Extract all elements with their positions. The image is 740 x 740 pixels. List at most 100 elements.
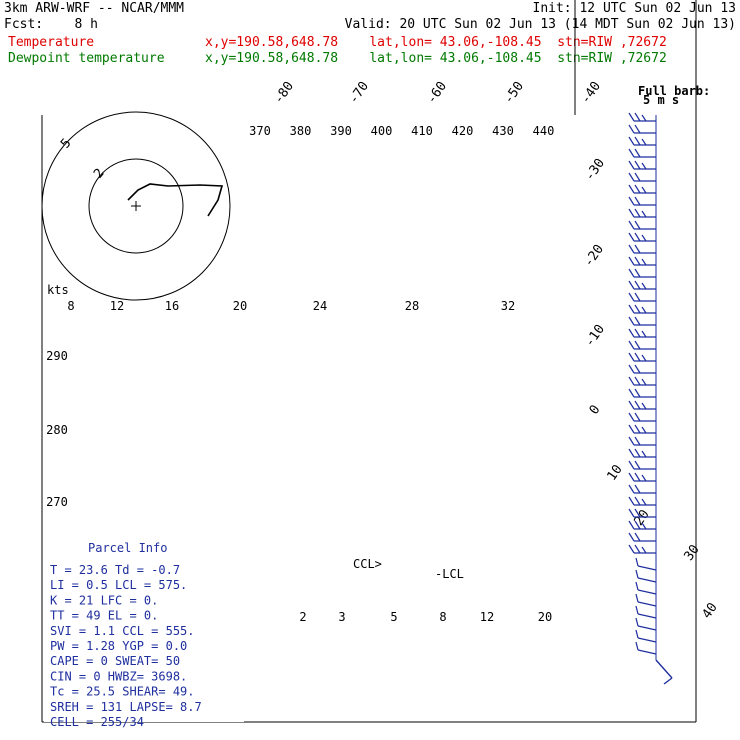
wind-barb-flag — [634, 364, 641, 374]
wind-barb-flag — [634, 124, 641, 134]
wind-barb-flag — [641, 474, 647, 482]
parcel-info-row: K = 21 LFC = 0. — [50, 593, 158, 607]
wind-barb — [637, 589, 657, 595]
mixing-ratio-label: 3 — [338, 610, 345, 624]
wind-barb-flag — [628, 388, 635, 398]
wind-barbs — [628, 112, 673, 685]
wind-barb-flag — [628, 112, 635, 122]
wind-barb-flag — [634, 544, 641, 554]
wind-barb-flag — [634, 472, 641, 482]
parcel-info-row: Tc = 25.5 SHEAR= 49. — [50, 685, 195, 699]
hodograph-speed-label: 16 — [165, 299, 179, 313]
wind-barb-flag — [635, 629, 639, 639]
parcel-info-row: T = 23.6 Td = -0.7 — [50, 563, 180, 577]
mixing-ratio-label: 20 — [538, 610, 552, 624]
wind-barb-flag — [634, 172, 641, 182]
wind-barb-flag — [634, 424, 641, 434]
wind-barb-flag — [641, 378, 647, 386]
wind-barb-flag — [628, 136, 635, 146]
wind-barb-flag — [628, 508, 635, 518]
wind-barb — [637, 565, 657, 571]
wind-barb-flag — [634, 280, 641, 290]
hodograph — [41, 111, 231, 301]
isotherm-tick-label: -30 — [582, 156, 608, 184]
wind-barb-flag — [628, 520, 635, 530]
wind-barb-flag — [634, 388, 641, 398]
wind-barb — [637, 649, 657, 655]
wind-barb-flag — [641, 186, 647, 194]
wind-barb-flag — [628, 244, 635, 254]
wind-barb-flag — [634, 400, 641, 410]
mixing-ratio-label: 5 — [390, 610, 397, 624]
wind-barb-flag — [634, 532, 641, 542]
theta-label: 370 — [249, 124, 271, 138]
wind-barb-flag — [635, 593, 639, 603]
wind-barb-flag — [628, 544, 635, 554]
wind-barb — [637, 601, 657, 607]
isotherm-tick-label: -80 — [271, 79, 297, 107]
wind-barb-flag — [634, 148, 641, 158]
wind-barb-flag — [628, 424, 635, 434]
wind-barb-flag — [634, 448, 641, 458]
wind-barb-flag — [641, 234, 647, 242]
theta-label: 400 — [371, 124, 393, 138]
isotherm-tick-label: -20 — [581, 242, 607, 270]
wind-barb-flag — [628, 400, 635, 410]
valid-time: Valid: 20 UTC Sun 02 Jun 13 (14 MDT Sun … — [344, 17, 736, 32]
wind-barb-flag — [641, 282, 647, 290]
wind-barb — [637, 637, 657, 643]
wind-barb-flag — [634, 304, 641, 314]
theta-label: 430 — [492, 124, 514, 138]
wind-barb-flag — [628, 220, 635, 230]
wind-barb-flag — [634, 292, 641, 302]
isotherm-tick-label: -70 — [346, 79, 372, 107]
wind-barb-flag — [635, 569, 639, 579]
barb-legend-label: 5 m s — [643, 93, 679, 107]
theta-label: 410 — [411, 124, 433, 138]
hodograph-speed-label: 28 — [405, 299, 419, 313]
wind-barb-flag — [628, 460, 635, 470]
wind-barb-flag — [628, 472, 635, 482]
hodograph-speed-label: 8 — [67, 299, 74, 313]
isotherm-tick-label: -60 — [424, 79, 450, 107]
wind-barb-flag — [635, 617, 639, 627]
parcel-info-row: LI = 0.5 LCL = 575. — [50, 578, 187, 592]
wind-barb-flag — [634, 196, 641, 206]
wind-barb-flag — [628, 232, 635, 242]
wind-barb-flag — [634, 244, 641, 254]
mixing-ratio-label: 12 — [480, 610, 494, 624]
wind-barb-flag — [641, 258, 647, 266]
wind-barb — [655, 659, 673, 679]
wind-barb-flag — [628, 376, 635, 386]
wind-barb-flag — [641, 162, 647, 170]
hodograph-trace — [127, 183, 224, 217]
wind-barb-flag — [641, 426, 647, 434]
wind-barb-flag — [635, 557, 639, 567]
wind-barb-flag — [628, 148, 635, 158]
wind-barb-flag — [628, 292, 635, 302]
wind-barb-flag — [634, 220, 641, 230]
parcel-info-row: CAPE = 0 SWEAT= 50 — [50, 654, 180, 668]
wind-barb-flag — [634, 208, 641, 218]
wind-barb-flag — [641, 210, 647, 218]
wind-barb-flag — [634, 496, 641, 506]
wind-barb-flag — [634, 136, 641, 146]
temperature-location: x,y=190.58,648.78 lat,lon= 43.06,-108.45… — [205, 35, 667, 50]
isotherm-tick-label: 40 — [699, 600, 720, 621]
theta-label: 440 — [533, 124, 555, 138]
wind-barb-flag — [635, 581, 639, 591]
wind-barb-flag — [628, 124, 635, 134]
wind-barb-flag — [634, 376, 641, 386]
wind-barb-flag — [634, 484, 641, 494]
wind-barb-flag — [634, 412, 641, 422]
wind-barb-flag — [634, 508, 641, 518]
theta-label-left: 270 — [46, 495, 68, 509]
wind-barb-flag — [628, 304, 635, 314]
wind-barb-flag — [628, 316, 635, 326]
hodograph-speed-label: 24 — [313, 299, 327, 313]
wind-barb-flag — [634, 520, 641, 530]
isotherm-tick-label: 0 — [587, 402, 604, 417]
hodograph-ring-outer — [41, 111, 231, 301]
init-time: Init: 12 UTC Sun 02 Jun 13 — [532, 1, 737, 16]
wind-barb-flag — [641, 546, 647, 554]
